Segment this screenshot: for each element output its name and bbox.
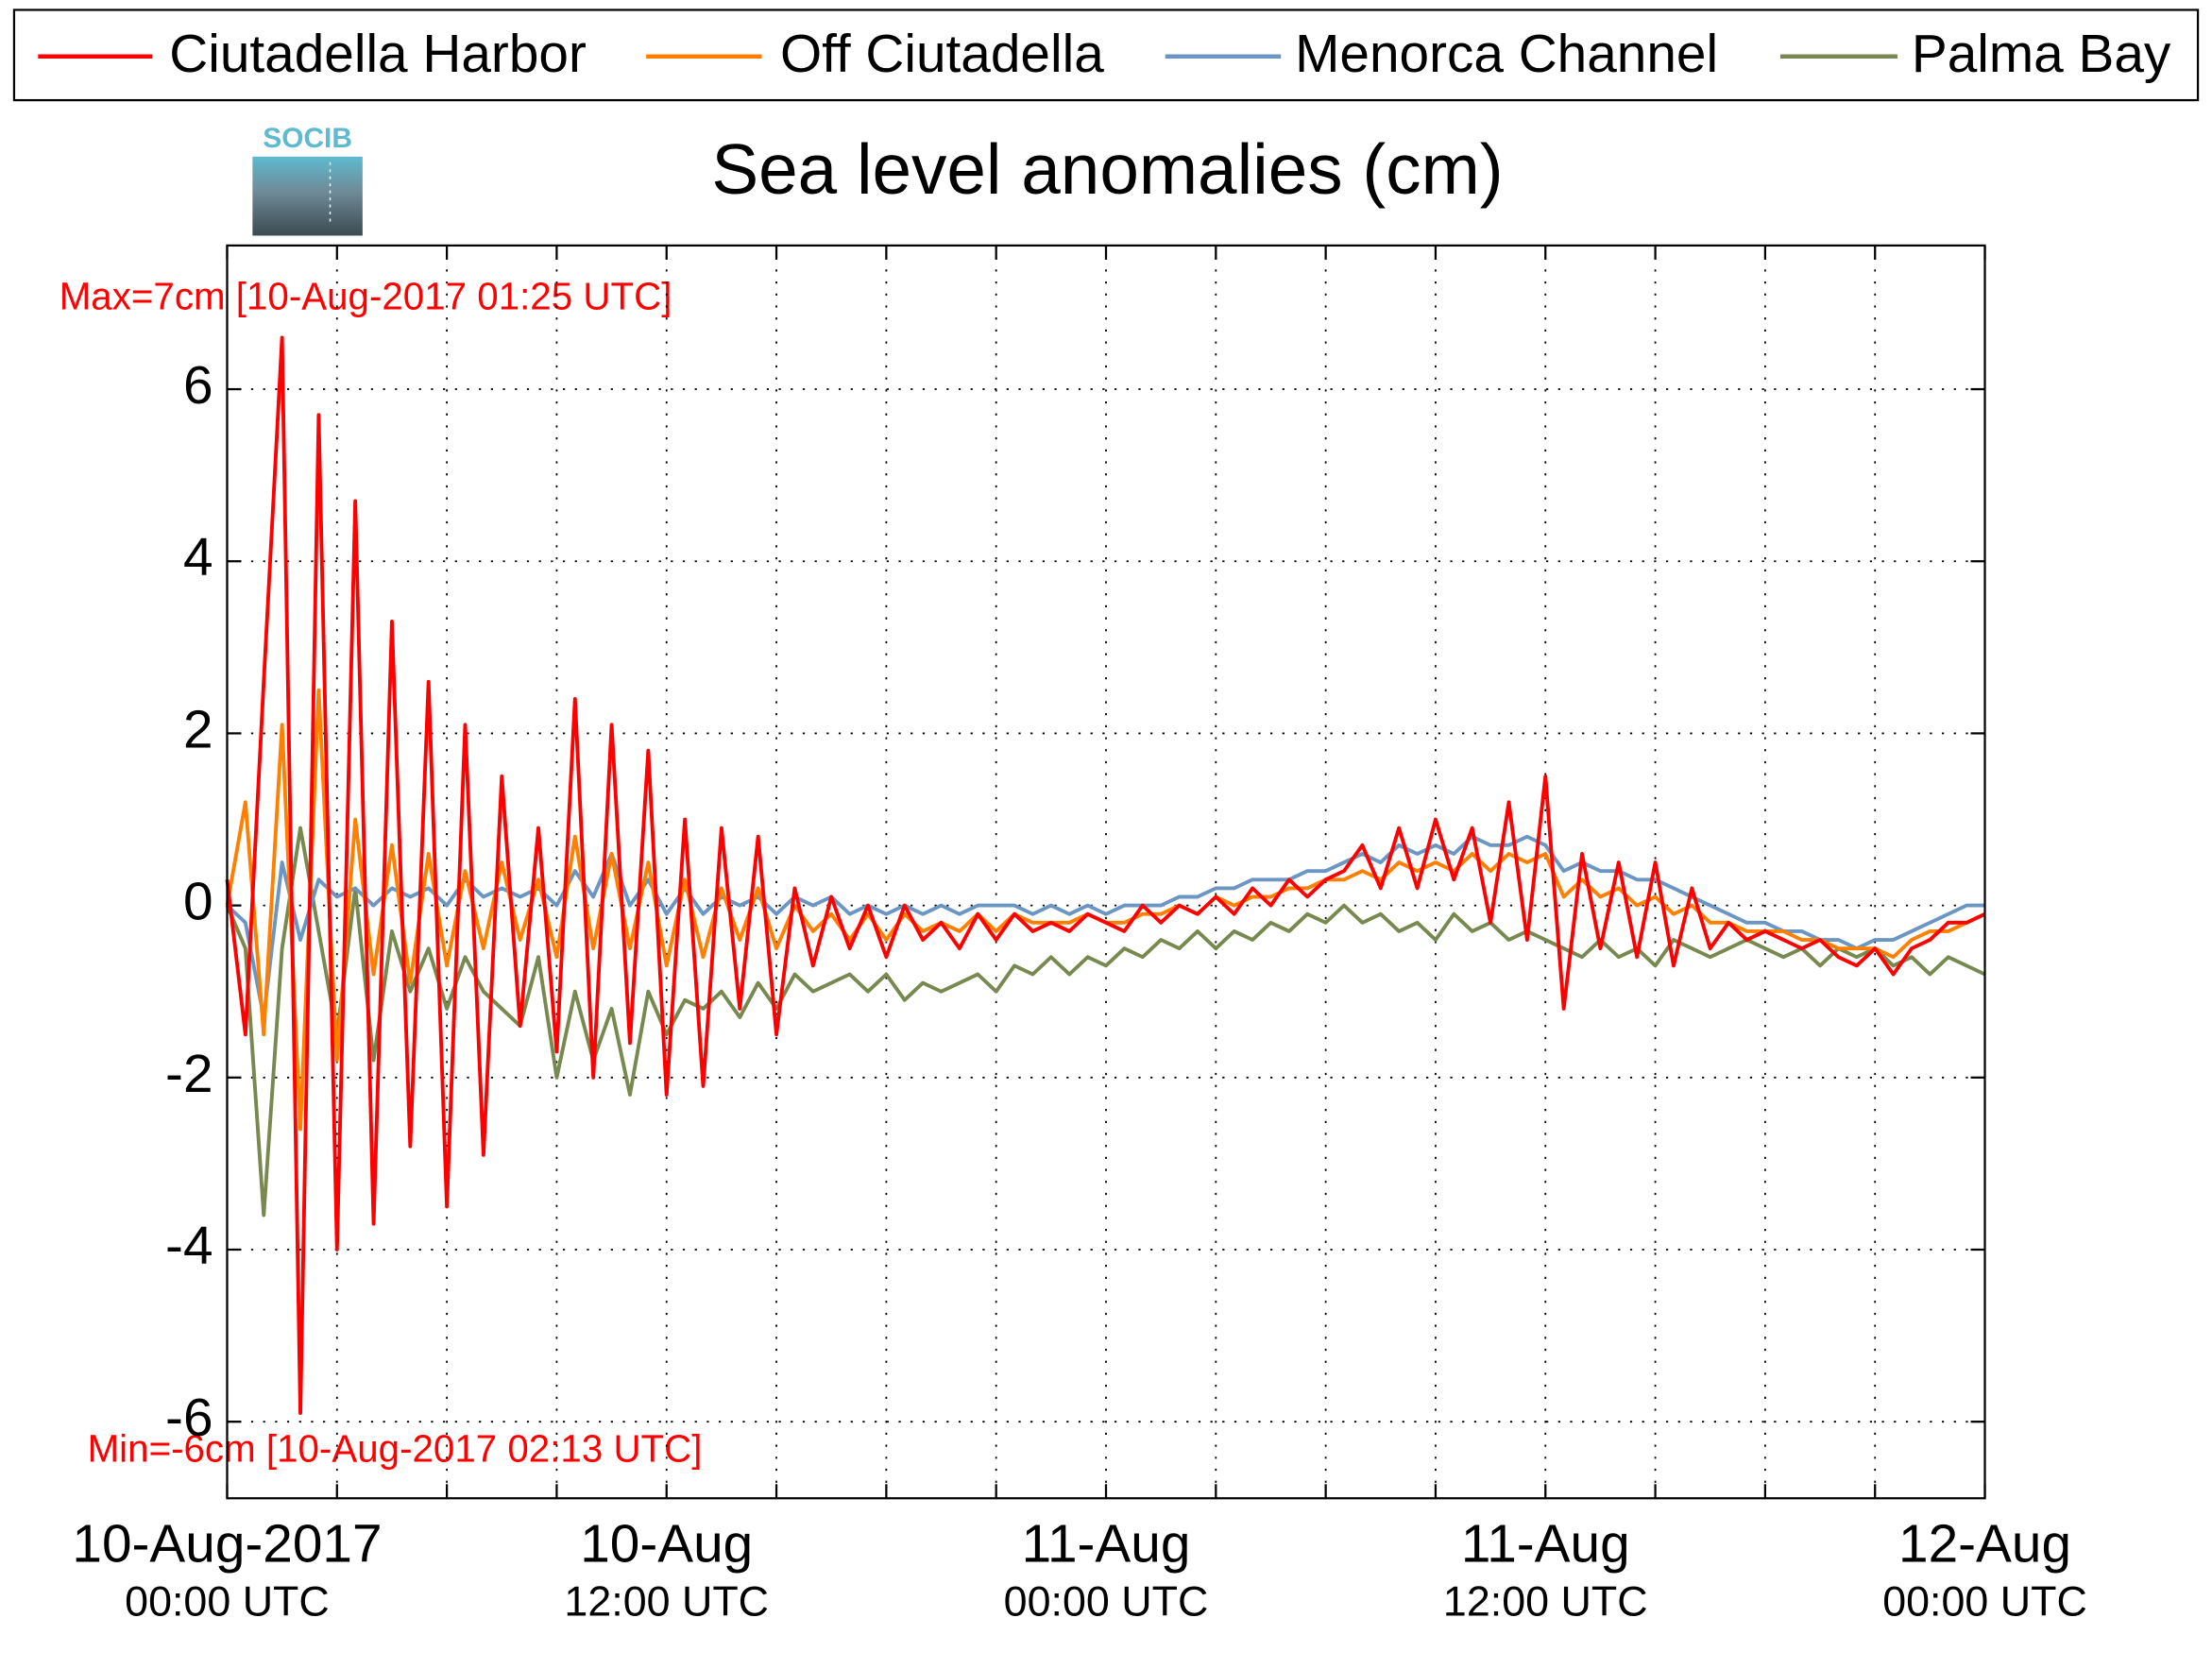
legend-label: Palma Bay [1912, 25, 2171, 84]
x-tick-label: 11-Aug 00:00 UTC [1004, 1515, 1209, 1626]
y-tick-label: 6 [183, 356, 213, 416]
y-tick-label: 2 [183, 700, 213, 759]
series-line [225, 335, 1986, 1416]
logo-text: SOCIB [263, 123, 352, 154]
x-tick-label: 12-Aug 00:00 UTC [1882, 1515, 2087, 1626]
legend-label: Off Ciutadella [780, 25, 1104, 84]
legend-label: Menorca Channel [1295, 25, 1718, 84]
y-tick-label: -4 [165, 1217, 213, 1276]
y-tick-label: -2 [165, 1045, 213, 1104]
y-tick-label: 4 [183, 528, 213, 588]
x-tick-label: 11-Aug 12:00 UTC [1443, 1515, 1648, 1626]
max-annotation: Max=7cm [10-Aug-2017 01:25 UTC] [60, 274, 672, 317]
y-tick-label: 0 [183, 873, 213, 932]
legend-label: Ciutadella Harbor [169, 25, 587, 84]
x-tick-label: 10-Aug-2017 00:00 UTC [72, 1515, 382, 1626]
min-annotation: Min=-6cm [10-Aug-2017 02:13 UTC] [88, 1427, 703, 1471]
y-tick-label: -6 [165, 1388, 213, 1448]
plot-frame [226, 244, 1986, 1500]
x-tick-label: 10-Aug 12:00 UTC [564, 1515, 769, 1626]
series-line [226, 834, 1985, 1019]
logo [252, 156, 363, 236]
chart-title: Sea level anomalies (cm) [711, 129, 1503, 209]
